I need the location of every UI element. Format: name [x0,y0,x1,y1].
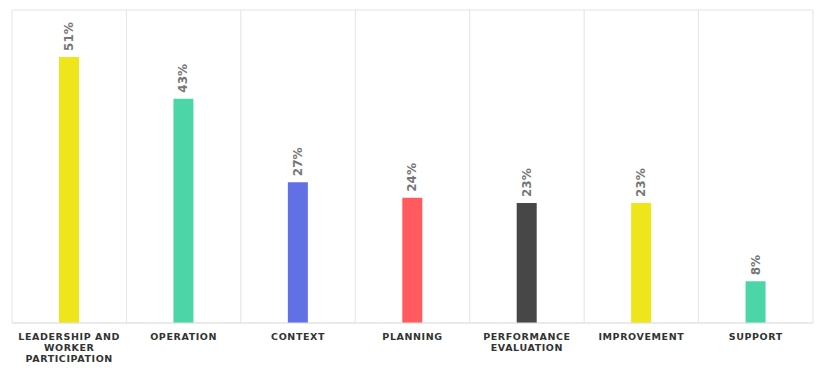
svg-text:43%: 43% [176,64,190,93]
svg-text:SUPPORT: SUPPORT [729,331,783,342]
svg-text:24%: 24% [405,163,419,192]
svg-text:OPERATION: OPERATION [150,331,217,342]
svg-text:8%: 8% [749,255,763,275]
svg-text:23%: 23% [520,168,534,197]
svg-text:27%: 27% [291,147,305,176]
svg-text:PERFORMANCEEVALUATION: PERFORMANCEEVALUATION [483,331,570,353]
svg-text:LEADERSHIP ANDWORKERPARTICIPAT: LEADERSHIP ANDWORKERPARTICIPATION [18,331,120,364]
svg-text:PLANNING: PLANNING [382,331,442,342]
svg-text:23%: 23% [634,168,648,197]
svg-text:IMPROVEMENT: IMPROVEMENT [598,331,684,342]
svg-text:CONTEXT: CONTEXT [271,331,325,342]
svg-text:51%: 51% [62,22,76,51]
